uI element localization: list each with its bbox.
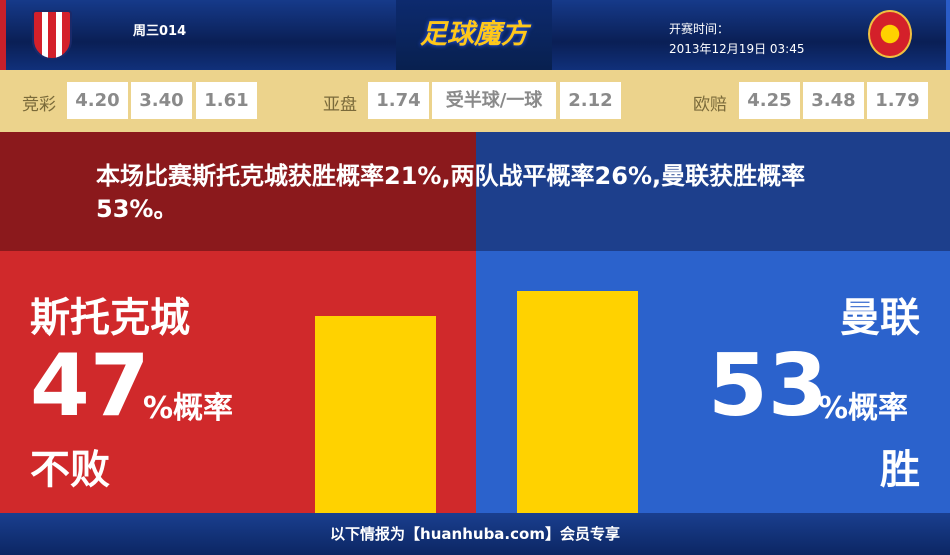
summary-bg-away — [476, 132, 950, 251]
away-percent: 53 — [708, 336, 828, 436]
site-logo: 足球魔方 — [396, 0, 552, 70]
members-footer-link[interactable]: 以下情报为【huanhuba.com】会员专享 — [0, 513, 950, 555]
odds-value: 3.48 — [803, 82, 864, 119]
odds-value: 2.12 — [560, 82, 621, 119]
handicap-value: 受半球/一球 — [432, 82, 556, 119]
away-outcome: 胜 — [880, 447, 920, 493]
jingcai-label: 竞彩 — [22, 95, 56, 115]
away-team-name: 曼联 — [840, 295, 920, 341]
yapan-label: 亚盘 — [323, 95, 357, 115]
kickoff-time: 2013年12月19日 03:45 — [669, 42, 805, 56]
odds-value: 4.20 — [67, 82, 128, 119]
home-outcome: 不败 — [30, 447, 110, 493]
manchester-united-crest-icon — [868, 10, 912, 58]
home-team-name: 斯托克城 — [30, 295, 190, 341]
stoke-city-crest-icon — [32, 10, 72, 60]
odds-bar: 竞彩 4.20 3.40 1.61 亚盘 1.74 受半球/一球 2.12 欧赔… — [0, 70, 950, 132]
odds-value: 4.25 — [739, 82, 800, 119]
kickoff-label: 开赛时间： — [669, 22, 730, 36]
odds-value: 1.61 — [196, 82, 257, 119]
match-number: 周三014 — [133, 24, 187, 39]
away-percent-unit: %概率 — [818, 391, 909, 426]
away-probability-bar — [517, 291, 638, 513]
home-percent: 47 — [30, 336, 150, 436]
home-percent-unit: %概率 — [143, 391, 234, 426]
oupei-label: 欧赔 — [693, 95, 727, 115]
odds-value: 3.40 — [131, 82, 192, 119]
odds-value: 1.74 — [368, 82, 429, 119]
probability-summary: 本场比赛斯托克城获胜概率21%,两队战平概率26%,曼联获胜概率53%。 — [96, 162, 806, 223]
summary-bg-home — [0, 132, 476, 251]
odds-value: 1.79 — [867, 82, 928, 119]
home-probability-bar — [315, 316, 436, 513]
